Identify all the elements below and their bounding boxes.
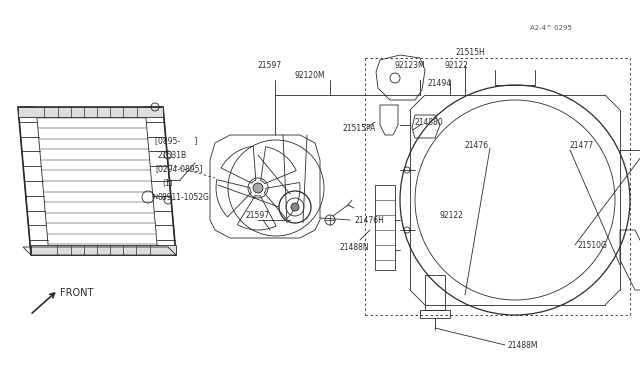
Text: 21488N: 21488N [340,244,370,253]
Text: A2-4^ 0295: A2-4^ 0295 [530,25,572,31]
Text: 21510G: 21510G [578,241,608,250]
Polygon shape [31,245,176,255]
Text: 21515PA: 21515PA [343,124,376,132]
Text: 21494: 21494 [428,78,452,87]
Text: 21597: 21597 [245,211,269,219]
Text: 21476: 21476 [465,141,489,150]
Text: 21476H: 21476H [355,215,385,224]
Text: 92122: 92122 [445,61,469,70]
Text: 21597: 21597 [258,61,282,70]
Circle shape [291,203,299,211]
Text: 21488M: 21488M [508,340,538,350]
Text: 21631B: 21631B [158,151,187,160]
Text: 08911-1052G: 08911-1052G [158,192,210,202]
Text: 92122: 92122 [440,211,464,219]
Circle shape [253,183,263,193]
Text: N: N [152,194,157,200]
Text: 21515H: 21515H [456,48,486,57]
Text: 21477: 21477 [570,141,594,150]
Text: 214880: 214880 [415,118,444,126]
Text: FRONT: FRONT [60,288,93,298]
Text: 92120M: 92120M [295,71,326,80]
Text: 92123M: 92123M [395,61,426,70]
Text: [0895-      ]: [0895- ] [155,137,197,145]
Polygon shape [18,107,163,117]
Text: (1): (1) [162,179,173,187]
Text: [0294-0895]: [0294-0895] [155,164,202,173]
